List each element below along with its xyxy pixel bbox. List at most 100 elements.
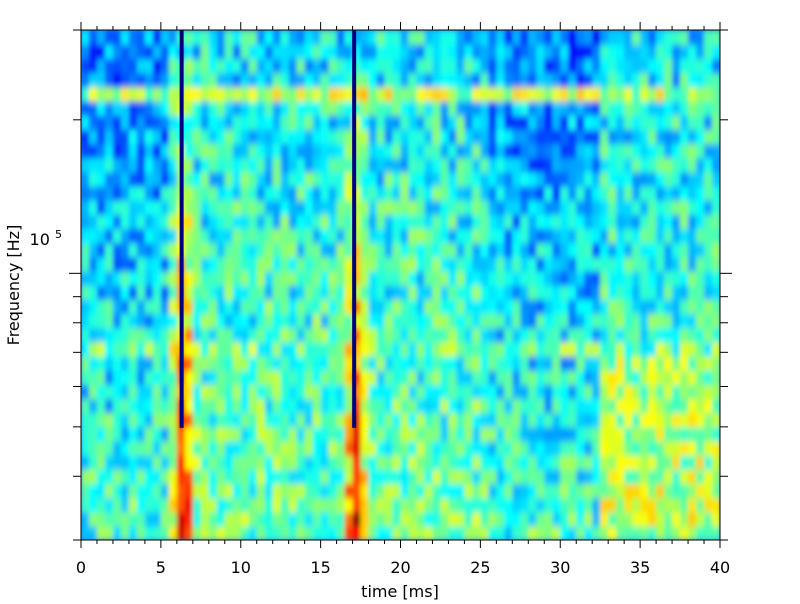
heatmap-cell: [304, 511, 314, 527]
heatmap-cell: [416, 86, 426, 102]
heatmap-cell: [696, 525, 705, 540]
heatmap-cell: [120, 370, 130, 385]
heatmap-cell: [256, 30, 266, 45]
heatmap-cell: [144, 100, 154, 116]
heatmap-cell: [248, 341, 258, 357]
heatmap-cell: [632, 44, 641, 60]
heatmap-cell: [304, 270, 314, 286]
heatmap-cell: [568, 341, 578, 357]
heatmap-cell: [672, 100, 681, 116]
heatmap-cell: [376, 100, 386, 116]
heatmap-cell: [648, 384, 657, 400]
heatmap-cell: [544, 115, 554, 130]
heatmap-cell: [616, 455, 625, 470]
heatmap-cell: [552, 270, 562, 286]
heatmap-cell: [672, 214, 681, 230]
heatmap-cell: [496, 115, 506, 130]
heatmap-cell: [696, 86, 705, 102]
heatmap-cell: [488, 228, 498, 244]
heatmap-cell: [336, 412, 346, 428]
heatmap-cell: [688, 129, 697, 145]
heatmap-cell: [320, 426, 330, 442]
heatmap-cell: [224, 143, 234, 159]
heatmap-cell: [448, 214, 458, 230]
heatmap-cell: [696, 355, 705, 371]
heatmap-cell: [568, 44, 578, 60]
heatmap-cell: [432, 426, 442, 442]
x-tick-label: 40: [710, 558, 730, 577]
heatmap-cell: [656, 398, 665, 414]
heatmap-cell: [152, 270, 162, 286]
heatmap-cell: [264, 72, 274, 88]
heatmap-cell: [680, 327, 689, 343]
heatmap-cell: [528, 341, 538, 357]
heatmap-cell: [304, 469, 314, 485]
heatmap-cell: [488, 100, 498, 116]
heatmap-cell: [272, 58, 282, 74]
heatmap-cell: [160, 115, 170, 130]
heatmap-cell: [400, 525, 410, 540]
heatmap-cell: [136, 30, 146, 45]
heatmap-cell: [640, 129, 649, 145]
heatmap-cell: [328, 171, 338, 187]
heatmap-cell: [640, 285, 649, 300]
heatmap-cell: [400, 341, 410, 357]
heatmap-cell: [296, 185, 306, 201]
heatmap-cell: [208, 270, 218, 286]
heatmap-cell: [632, 200, 641, 215]
heatmap-cell: [456, 30, 466, 45]
heatmap-cell: [120, 355, 130, 371]
heatmap-cell: [600, 157, 609, 173]
heatmap-cell: [184, 214, 194, 230]
heatmap-cell: [81, 242, 90, 258]
heatmap-cell: [536, 86, 546, 102]
heatmap-cell: [344, 398, 354, 414]
heatmap-cell: [568, 398, 578, 414]
heatmap-cell: [616, 228, 625, 244]
heatmap-cell: [296, 412, 306, 428]
heatmap-cell: [376, 327, 386, 343]
heatmap-cell: [680, 455, 689, 470]
heatmap-cell: [312, 525, 322, 540]
heatmap-cell: [280, 214, 290, 230]
heatmap-cell: [224, 398, 234, 414]
heatmap-cell: [288, 341, 298, 357]
heatmap-cell: [152, 171, 162, 187]
heatmap-cell: [480, 100, 490, 116]
heatmap-cell: [288, 299, 298, 315]
heatmap-cell: [496, 497, 506, 513]
heatmap-cell: [96, 398, 106, 414]
heatmap-cell: [448, 129, 458, 145]
heatmap-cell: [280, 242, 290, 258]
heatmap-cell: [648, 412, 657, 428]
heatmap-cell: [88, 440, 98, 456]
heatmap-cell: [224, 440, 234, 456]
heatmap-cell: [128, 426, 138, 442]
heatmap-cell: [232, 313, 242, 329]
heatmap-cell: [256, 341, 266, 357]
heatmap-cell: [512, 58, 522, 74]
heatmap-cell: [552, 228, 562, 244]
heatmap-cell: [688, 171, 697, 187]
heatmap-cell: [448, 30, 458, 45]
heatmap-cell: [600, 129, 609, 145]
heatmap-cell: [440, 214, 450, 230]
heatmap-cell: [408, 44, 418, 60]
heatmap-cell: [368, 370, 378, 385]
heatmap-cell: [264, 525, 274, 540]
heatmap-cell: [416, 44, 426, 60]
heatmap-cell: [704, 384, 713, 400]
heatmap-cell: [272, 412, 282, 428]
heatmap-cell: [536, 455, 546, 470]
heatmap-cell: [520, 270, 530, 286]
heatmap-cell: [640, 511, 649, 527]
heatmap-cell: [312, 157, 322, 173]
heatmap-cell: [81, 86, 90, 102]
heatmap-cell: [544, 455, 554, 470]
heatmap-cell: [672, 412, 681, 428]
heatmap-cell: [200, 497, 210, 513]
heatmap-cell: [152, 185, 162, 201]
heatmap-cell: [616, 115, 625, 130]
heatmap-cell: [192, 327, 202, 343]
heatmap-cell: [512, 327, 522, 343]
